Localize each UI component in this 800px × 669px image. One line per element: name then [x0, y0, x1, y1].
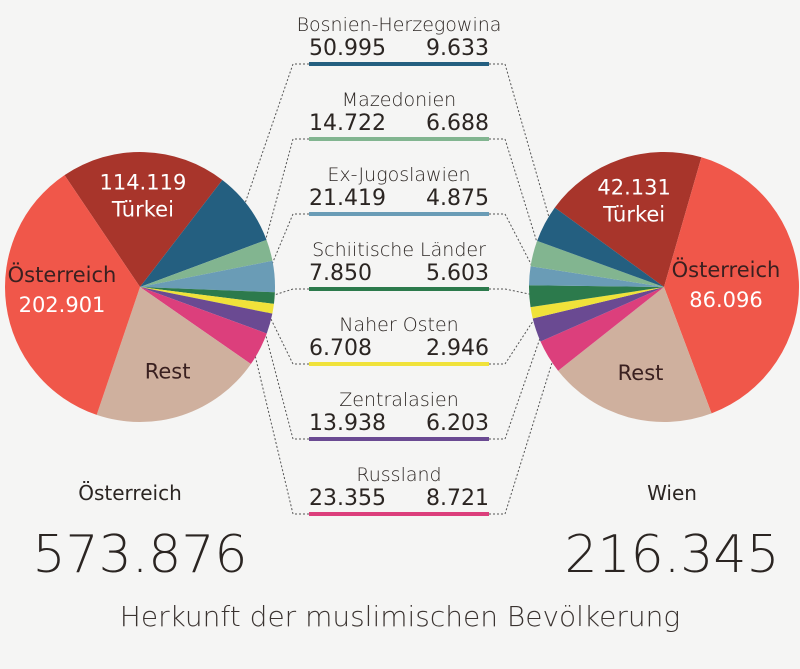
legend-value-oesterreich: 21.419 [309, 186, 386, 211]
legend-item-label: Zentralasien [339, 389, 458, 411]
leader-line-russland-oesterreich [252, 345, 309, 515]
leader-line-naher_osten-oesterreich [264, 307, 309, 365]
pie-label-tuerkei-first: 114.119 [99, 171, 186, 195]
legend-item-label: Schiitische Länder [312, 239, 486, 261]
leader-line-ex_jugoslawien-wien [489, 213, 538, 277]
total-label-wien: Wien [647, 481, 697, 505]
pie-slice-russland [140, 287, 267, 364]
leader-line-russland-wien [489, 352, 556, 515]
leader-line-ex_jugoslawien-oesterreich [266, 213, 309, 278]
pie-slice-mazedonien [140, 239, 273, 287]
legend-value-wien: 4.875 [426, 186, 489, 211]
leader-line-schiitische-wien [489, 288, 538, 297]
legend-color-bar [309, 437, 489, 441]
pie-label-tuerkei-second: Türkei [111, 198, 174, 222]
pie-slice-naher_osten [530, 287, 664, 319]
pie-label-oesterreich-second: 86.096 [689, 288, 762, 312]
legend-value-wien: 8.721 [426, 486, 489, 511]
pie-label-tuerkei-second: Türkei [602, 203, 665, 227]
legend-value-wien: 6.688 [426, 111, 489, 136]
legend-color-bar [309, 362, 489, 366]
pie-slice-rest [558, 287, 712, 422]
leader-lines [241, 63, 556, 515]
legend-item-label: Bosnien-Herzegowina [297, 14, 502, 36]
legend-value-wien: 5.603 [426, 261, 489, 286]
leader-line-naher_osten-wien [489, 311, 540, 365]
legend-value-wien: 9.633 [426, 36, 489, 61]
legend-value-oesterreich: 7.850 [309, 261, 372, 286]
legend-item-label: Ex-Jugoslawien [327, 164, 470, 186]
legend-color-bar [309, 62, 489, 66]
leader-line-schiitische-oesterreich [266, 288, 309, 298]
pie-slice-zentralasien [140, 287, 273, 334]
leader-line-mazedonien-wien [489, 138, 542, 256]
pie-slice-oesterreich [5, 175, 141, 415]
chart-title: Herkunft der muslimischen Bevölkerung [120, 600, 680, 633]
legend-color-bar [309, 512, 489, 516]
pie-slice-bosnien [140, 180, 267, 287]
pie-label-oesterreich-first: Österreich [8, 262, 117, 287]
pie-slice-ex_jugoslawien [140, 260, 276, 293]
pie-slice-tuerkei [554, 152, 702, 287]
leader-line-bosnien-oesterreich [241, 63, 309, 212]
legend-item-label: Russland [356, 464, 441, 486]
total-value-oesterreich: 573.876 [32, 525, 247, 585]
pie-slice-oesterreich [664, 157, 799, 414]
legend-color-bar [309, 287, 489, 291]
pie-slice-tuerkei [64, 151, 223, 287]
legend-value-wien: 2.946 [426, 336, 489, 361]
legend-value-oesterreich: 14.722 [309, 111, 386, 136]
pie-slice-rest [96, 287, 251, 423]
leader-line-bosnien-wien [489, 63, 553, 228]
legend-value-oesterreich: 23.355 [309, 486, 386, 511]
pie-slice-mazedonien [530, 240, 664, 287]
pie-slice-ex_jugoslawien [529, 266, 664, 287]
pie-label-rest-first: Rest [145, 360, 191, 384]
leader-line-zentralasien-oesterreich [261, 321, 309, 440]
pie-label-rest-first: Rest [618, 361, 664, 385]
legend-value-wien: 6.203 [426, 411, 489, 436]
pie-slice-schiitische [140, 287, 275, 304]
pie-slice-naher_osten [140, 287, 274, 314]
total-value-wien: 216.345 [564, 525, 779, 585]
total-label-oesterreich: Österreich [78, 481, 182, 505]
pie-label-oesterreich-first: Österreich [672, 257, 781, 282]
legend-item-label: Naher Osten [339, 314, 458, 336]
pie-slice-russland [540, 287, 664, 371]
pie-slice-bosnien [537, 207, 664, 287]
pie-label-tuerkei-first: 42.131 [597, 176, 670, 200]
pie-wien: 42.131 Türkei Österreich 86.096 Rest [528, 152, 799, 422]
pie-slice-zentralasien [532, 287, 664, 342]
legend-item-label: Mazedonien [342, 89, 456, 111]
pie-slice-schiitische [528, 285, 664, 308]
leader-line-zentralasien-wien [489, 327, 545, 440]
legend-value-oesterreich: 50.995 [309, 36, 386, 61]
legend-color-bar [309, 212, 489, 216]
leader-line-mazedonien-oesterreich [261, 138, 309, 253]
pie-label-oesterreich-second: 202.901 [19, 293, 106, 317]
legend-value-oesterreich: 6.708 [309, 336, 372, 361]
pie-oesterreich: 114.119 Türkei Österreich 202.901 Rest [5, 151, 276, 423]
legend-value-oesterreich: 13.938 [309, 411, 386, 436]
legend-color-bar [309, 137, 489, 141]
